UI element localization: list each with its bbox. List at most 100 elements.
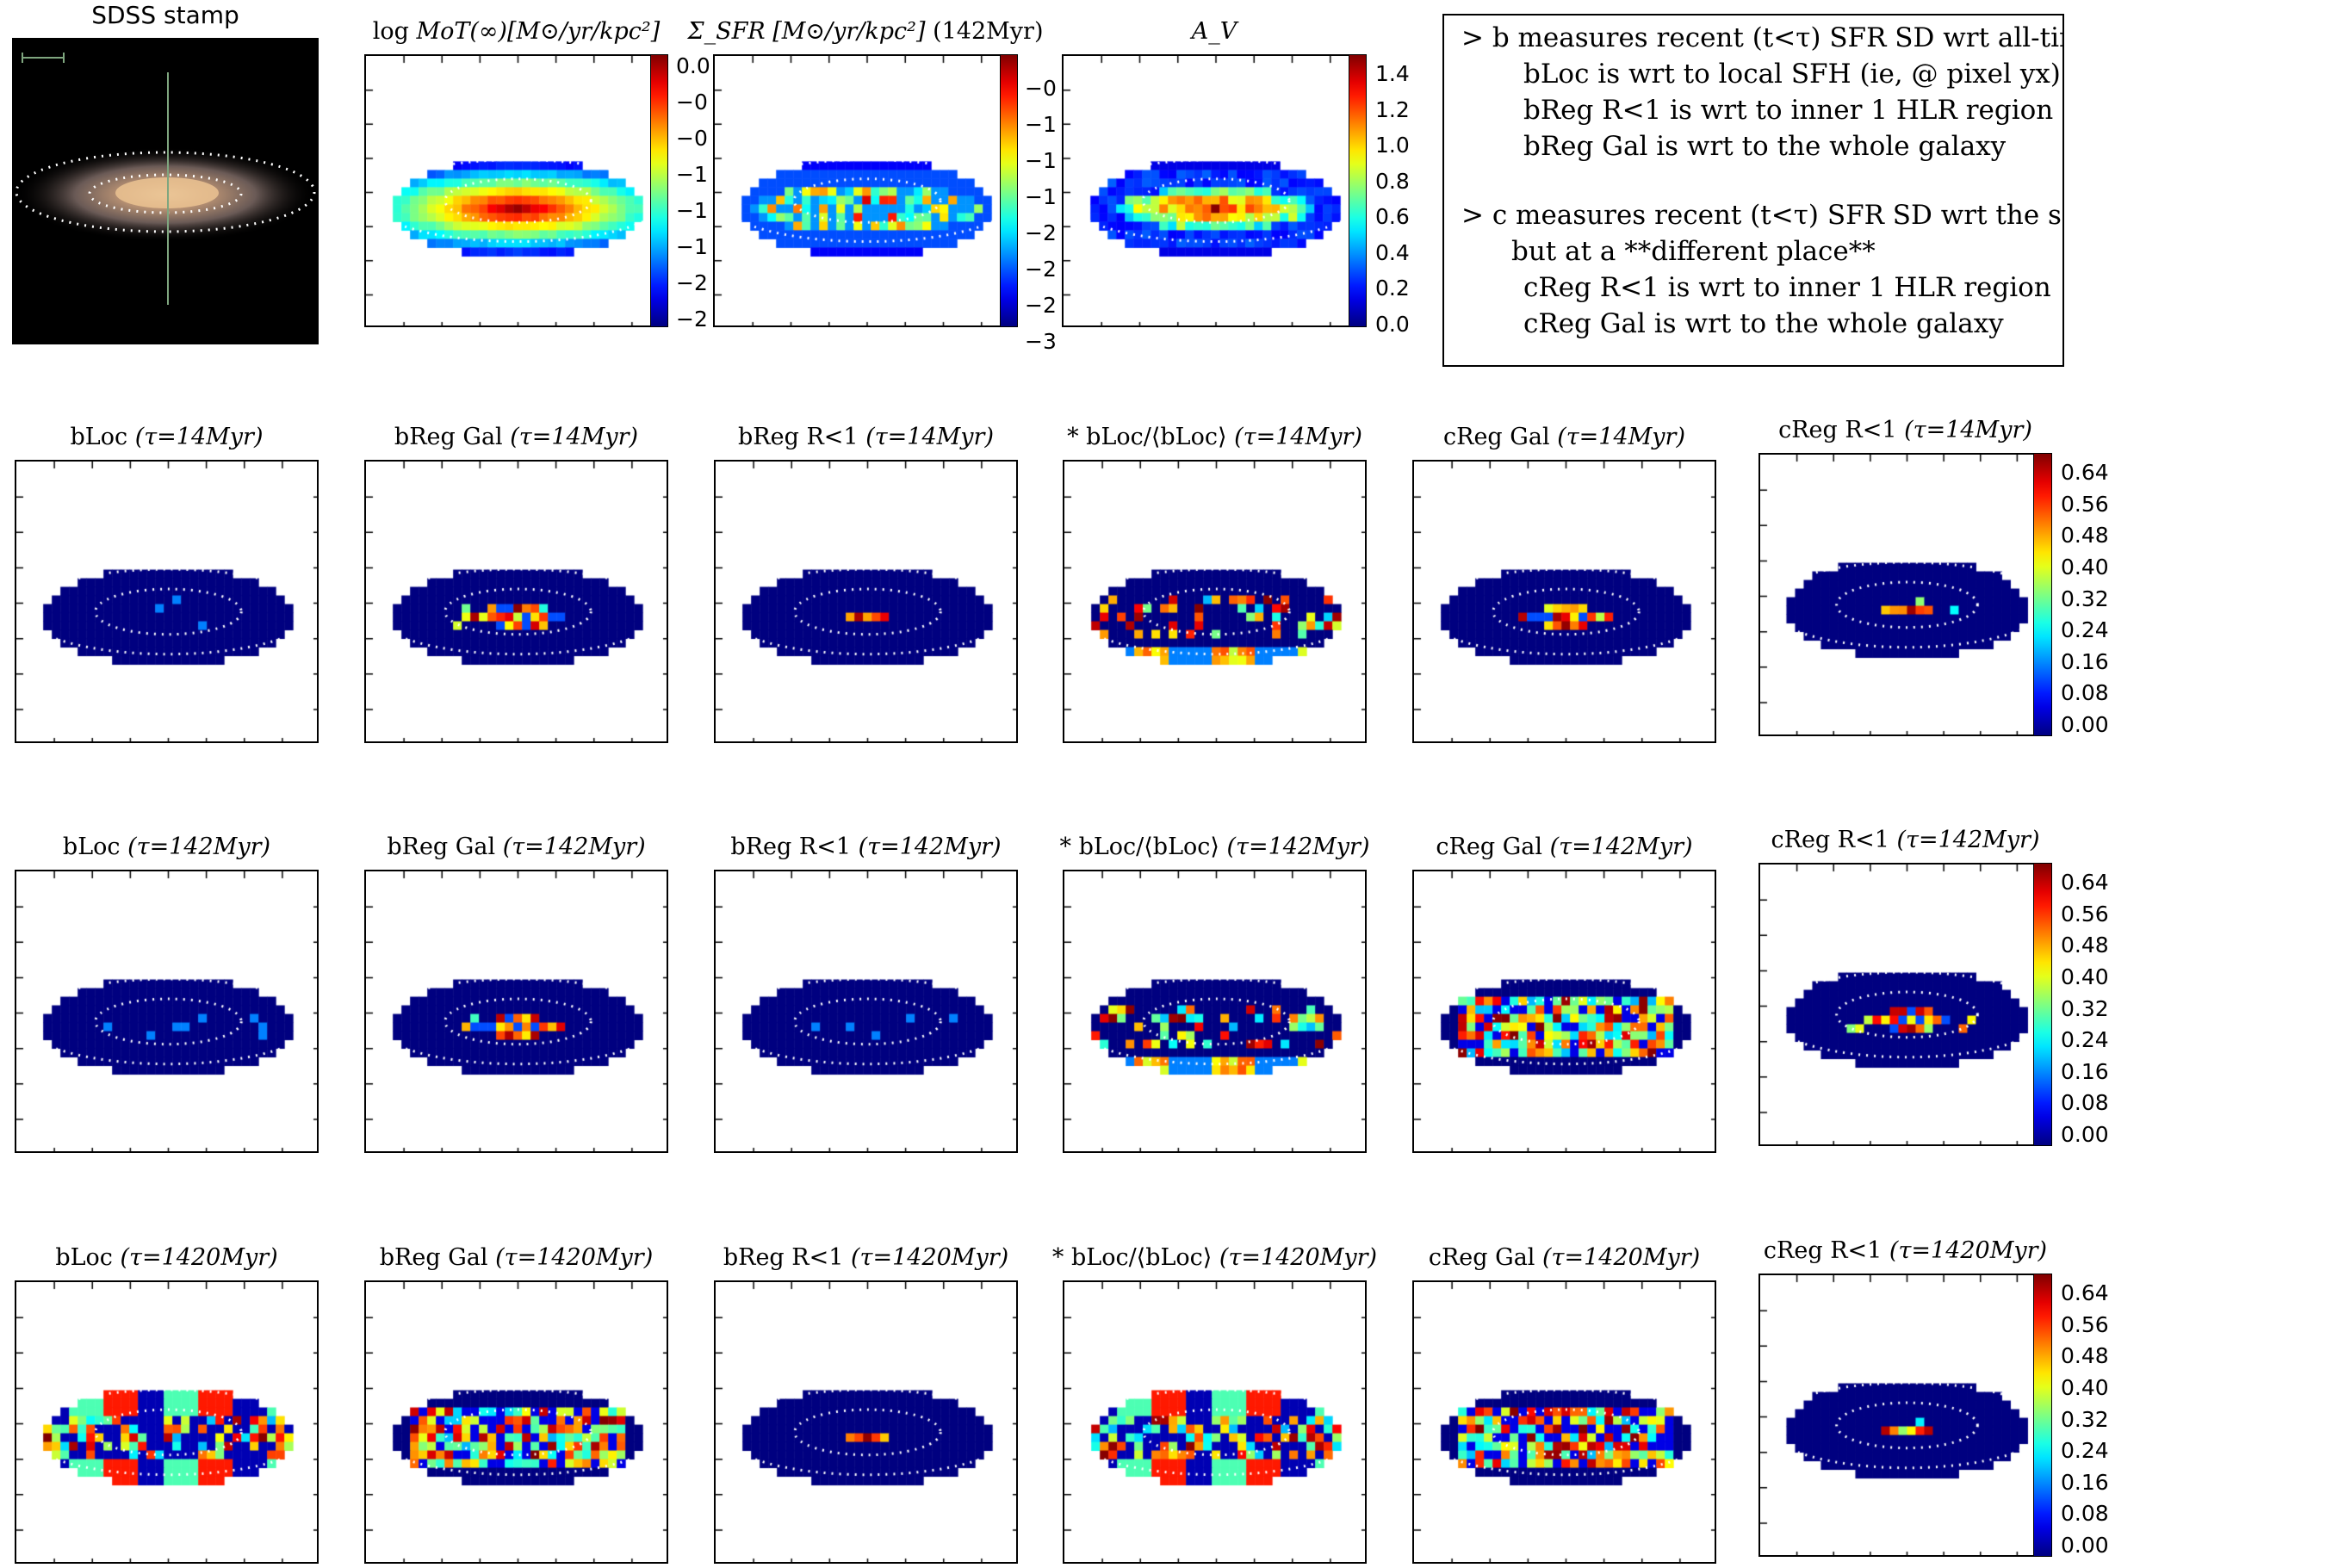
panel-tau: (τ=14Myr) — [865, 424, 994, 450]
colorbar-tick-label: 0.40 — [2061, 1374, 2109, 1400]
map-heatmap — [1414, 462, 1715, 741]
colorbar-tick-label: −0 — [676, 90, 708, 115]
colorbar-tick-label: −1 — [676, 234, 708, 259]
colorbar-tick-label: −2 — [1025, 257, 1057, 282]
note-line-1: > b measures recent (t<τ) SFR SD wrt all… — [1461, 22, 2062, 53]
panel-tau: (τ=14Myr) — [134, 424, 264, 450]
colorbar-tick-label: −0 — [676, 126, 708, 151]
panel-tau: (τ=14Myr) — [1234, 424, 1362, 450]
sfr-heatmap — [715, 56, 1016, 325]
panel-tau: (τ=14Myr) — [1904, 417, 2032, 443]
panel-tau: (τ=1420Myr) — [851, 1244, 1009, 1271]
colorbar-tick-label: 1.2 — [1375, 96, 1410, 122]
map-panel-title: cReg Gal (τ=14Myr) — [1378, 420, 1751, 455]
panel-tau: (τ=14Myr) — [510, 424, 639, 450]
map-panel-title: cReg R<1 (τ=142Myr) — [1724, 823, 2087, 858]
sdss-stamp-title: SDSS stamp — [91, 1, 239, 29]
colorbar-tick-label: 0.00 — [2061, 1122, 2109, 1147]
colorbar-tick-label: −2 — [676, 270, 708, 295]
map-panel-title: * bLoc/⟨bLoc⟩ (τ=14Myr) — [1028, 420, 1401, 455]
panel-tau: (τ=142Myr) — [127, 834, 271, 860]
panel-label: cReg R<1 — [1763, 1237, 1889, 1264]
map-panel-title: bReg R<1 (τ=14Myr) — [679, 420, 1052, 455]
colorbar-tick-label: 0.32 — [2061, 995, 2109, 1021]
colorbar-tick-label: −1 — [676, 198, 708, 223]
map-heatmap — [16, 1282, 317, 1562]
colorbar-tick-label: 1.4 — [1375, 61, 1410, 86]
map-panel-r3-c1: bLoc (τ=1420Myr) — [15, 1244, 319, 1564]
panel-tau: (τ=142Myr) — [1226, 834, 1370, 860]
colorbar-tick-label: 0.6 — [1375, 204, 1410, 229]
map-heatmap — [1760, 865, 2050, 1144]
colorbar-tick-label: 0.32 — [2061, 586, 2109, 611]
map-panel-title: bLoc (τ=14Myr) — [0, 420, 353, 455]
map-panel-r1-c5: cReg Gal (τ=14Myr) — [1412, 424, 1716, 743]
map-panel-title: * bLoc/⟨bLoc⟩ (τ=142Myr) — [1028, 830, 1401, 865]
map-heatmap — [1064, 1282, 1365, 1562]
panel-tau: (τ=142Myr) — [1549, 834, 1693, 860]
panel-label: bReg Gal — [379, 1244, 496, 1271]
panel-label: bReg R<1 — [730, 834, 859, 860]
colorbar-tick-label: 0.00 — [2061, 1533, 2109, 1558]
map-panel-r2-c1: bLoc (τ=142Myr) — [15, 834, 319, 1153]
map-panel-title: cReg R<1 (τ=1420Myr) — [1724, 1234, 2087, 1268]
colorbar-tick-label: 0.4 — [1375, 239, 1410, 265]
colorbar-tick-label: 0.56 — [2061, 901, 2109, 927]
colorbar-tick-label: 0.48 — [2061, 933, 2109, 958]
map-heatmap — [1414, 1282, 1715, 1562]
map-heatmap — [16, 462, 317, 741]
map-panel-title: bReg Gal (τ=14Myr) — [330, 420, 703, 455]
colorbar-tick-label: 0.0 — [676, 53, 710, 78]
note-line-7: cReg R<1 is wrt to inner 1 HLR region — [1523, 272, 2051, 303]
map-heatmap — [716, 1282, 1016, 1562]
colorbar-tick-label: 0.32 — [2061, 1406, 2109, 1432]
panel-label: bLoc — [55, 1244, 121, 1271]
mot-panel: log MoT(∞)[M⊙/yr/kpc²] — [364, 18, 668, 327]
map-panel-r1-c1: bLoc (τ=14Myr) — [15, 424, 319, 743]
panel-label: bReg Gal — [387, 834, 503, 860]
av-title: A_V — [1191, 18, 1237, 45]
map-heatmap — [366, 462, 667, 741]
av-heatmap — [1064, 56, 1365, 325]
map-panel-title: bReg R<1 (τ=1420Myr) — [679, 1241, 1052, 1275]
colorbar-tick-label: 0.08 — [2061, 1501, 2109, 1527]
map-panel-r1-c4: * bLoc/⟨bLoc⟩ (τ=14Myr) — [1063, 424, 1367, 743]
colorbar-tick-label: −0 — [1025, 76, 1057, 101]
panel-label: cReg R<1 — [1771, 827, 1897, 853]
map-panel-title: cReg Gal (τ=1420Myr) — [1378, 1241, 1751, 1275]
map-panel-r1-c3: bReg R<1 (τ=14Myr) — [714, 424, 1018, 743]
colorbar-tick-label: 0.16 — [2061, 1469, 2109, 1495]
panel-tau: (τ=1420Myr) — [1889, 1237, 2048, 1264]
map-heatmap — [716, 462, 1016, 741]
map-panel-title: bReg R<1 (τ=142Myr) — [679, 830, 1052, 865]
sfr-colorbar — [1000, 54, 1018, 327]
colorbar-tick-label: −3 — [1025, 329, 1057, 354]
map-panel-r3-c6: cReg R<1 (τ=1420Myr) — [1758, 1237, 2052, 1557]
sfr-title: Σ_SFR [M⊙/yr/kpc²] (142Myr) — [687, 18, 1044, 45]
note-line-8: cReg Gal is wrt to the whole galaxy — [1523, 308, 2004, 339]
map-panel-r2-c5: cReg Gal (τ=142Myr) — [1412, 834, 1716, 1153]
colorbar-tick-label: 0.64 — [2061, 1280, 2109, 1305]
colorbar-tick-label: −1 — [1025, 148, 1057, 173]
map-panel-r2-c4: * bLoc/⟨bLoc⟩ (τ=142Myr) — [1060, 834, 1369, 1153]
note-line-5: > c measures recent (t<τ) SFR SD wrt the… — [1461, 200, 2062, 231]
map-heatmap — [1064, 871, 1365, 1151]
map-panel-title: cReg R<1 (τ=14Myr) — [1724, 413, 2087, 448]
panel-label: cReg R<1 — [1778, 417, 1905, 443]
note-line-2: bLoc is wrt to local SFH (ie, @ pixel yx… — [1523, 59, 2061, 90]
map-panel-r3-c4: * bLoc/⟨bLoc⟩ (τ=1420Myr) — [1052, 1244, 1377, 1564]
map-panel-r1-c2: bReg Gal (τ=14Myr) — [364, 424, 668, 743]
map-heatmap — [1760, 1275, 2050, 1555]
map-panel-r2-c2: bReg Gal (τ=142Myr) — [364, 834, 668, 1153]
av-panel: A_V — [1062, 18, 1367, 327]
colorbar-tick-label: −2 — [1025, 293, 1057, 318]
map-panel-title: cReg Gal (τ=142Myr) — [1378, 830, 1751, 865]
map-panel-title: bLoc (τ=1420Myr) — [0, 1241, 353, 1275]
sdss-stamp-panel: SDSS stamp — [12, 1, 319, 344]
sfr-panel: Σ_SFR [M⊙/yr/kpc²] (142Myr) — [687, 18, 1044, 327]
map-panel-title: * bLoc/⟨bLoc⟩ (τ=1420Myr) — [1028, 1241, 1401, 1275]
panel-label: bReg R<1 — [723, 1244, 851, 1271]
colorbar-tick-label: 0.16 — [2061, 648, 2109, 674]
colorbar-tick-label: 0.48 — [2061, 1343, 2109, 1369]
colorbar-tick-label: 0.8 — [1375, 168, 1410, 194]
